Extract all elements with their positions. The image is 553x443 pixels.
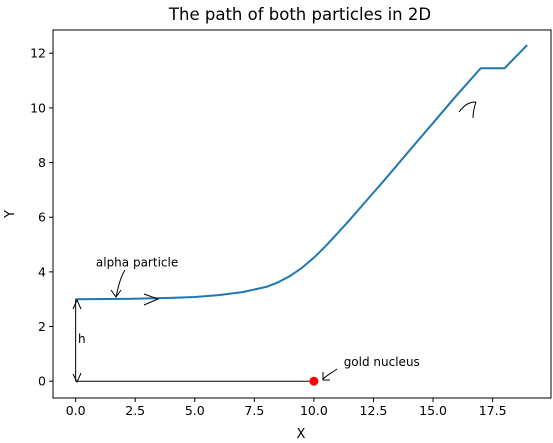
direction-arrow-top [143,293,160,306]
direction-arrow-upper-right [458,101,477,119]
gold-nucleus-point [309,376,319,386]
y-tick-label: 4 [38,264,46,279]
x-tick-label: 5.0 [185,403,205,418]
y-tick-label: 0 [38,374,46,389]
alpha-arrow [110,269,126,298]
x-tick-label: 10.0 [300,403,328,418]
x-axis: 0.0 2.5 5.0 7.5 10.0 12.5 15.0 17.5 [66,398,507,418]
reference-lines [75,299,314,382]
x-axis-label: X [297,427,306,442]
chart-title: The path of both particles in 2D [168,5,431,24]
annotation-text: h [78,332,86,346]
y-axis-label: Y [3,210,18,219]
y-tick-label: 12 [30,46,46,61]
y-tick-label: 6 [38,210,46,225]
y-tick-label: 8 [38,155,46,170]
y-axis: 0 2 4 6 8 10 12 [30,46,53,389]
annotations: alpha particle gold nucleus h [78,255,420,369]
series-line [75,44,528,301]
x-tick-label: 15.0 [419,403,447,418]
y-tick-label: 2 [38,319,46,334]
x-tick-label: 2.5 [125,403,145,418]
series-lines [75,44,528,301]
points [309,376,319,386]
annotation-text: gold nucleus [344,355,420,369]
annotation-text: alpha particle [96,255,178,269]
x-tick-label: 12.5 [360,403,388,418]
x-tick-label: 17.5 [479,403,507,418]
nucleus-arrow [322,368,338,381]
x-tick-label: 0.0 [66,403,86,418]
x-tick-label: 7.5 [244,403,264,418]
h-arrow-bottom [72,372,82,384]
h-arrow-top [72,298,82,310]
plot-area-frame [52,29,552,399]
y-tick-label: 10 [30,100,46,115]
